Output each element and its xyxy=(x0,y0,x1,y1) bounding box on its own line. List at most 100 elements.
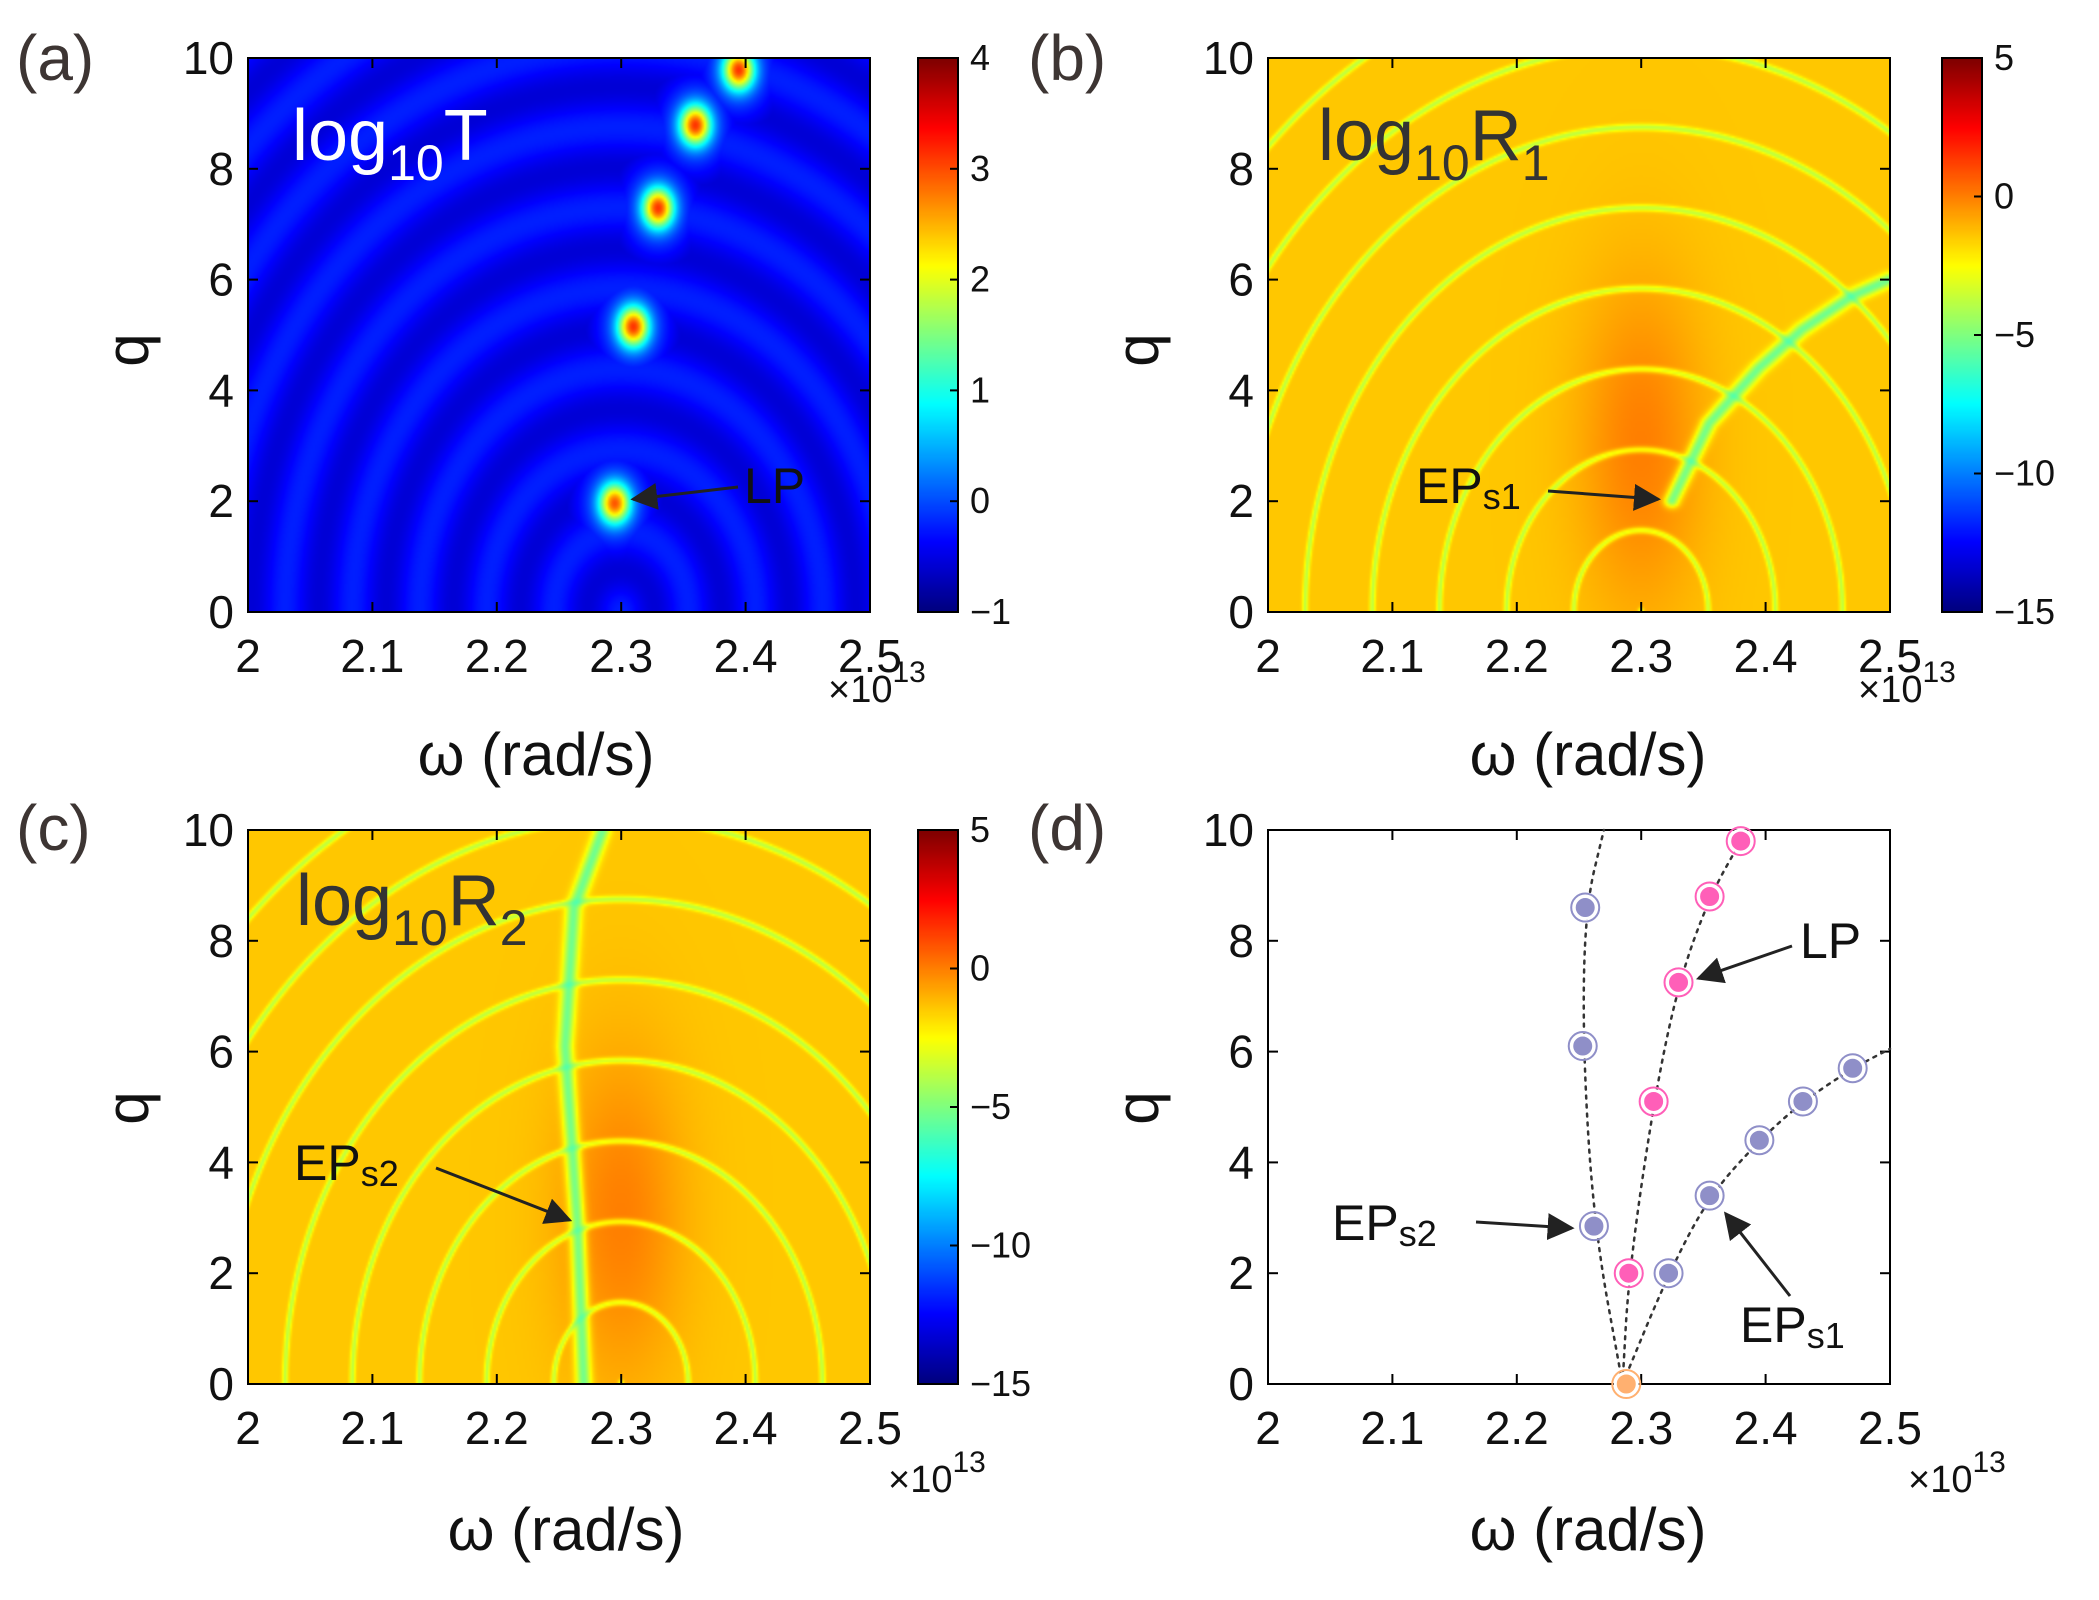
point-ring-lp xyxy=(1613,1258,1644,1289)
xlabel-a: ω (rad/s) xyxy=(418,721,655,788)
point-eps1 xyxy=(1790,1088,1816,1114)
x-tick-label: 2.1 xyxy=(340,1402,404,1454)
point-eps1 xyxy=(1697,1183,1723,1209)
annotation-b-eps1-main: EP xyxy=(1416,458,1483,514)
colorbar-tick-label: 0 xyxy=(1994,176,2014,217)
xlabel-d: ω (rad/s) xyxy=(1470,1496,1707,1563)
inner-label-b: log10R1 xyxy=(1318,96,1550,191)
x-tick-label: 2 xyxy=(1255,630,1281,682)
x-multiplier-b: ×1013 xyxy=(1858,656,1956,711)
x-multiplier-b-base: ×10 xyxy=(1858,669,1922,711)
x-tick-label: 2.3 xyxy=(1609,630,1673,682)
x-tick-label: 2.4 xyxy=(1734,630,1798,682)
inner-label-c-log: log xyxy=(296,861,392,941)
x-tick-label: 2.1 xyxy=(1360,1402,1424,1454)
x-multiplier-c: ×1013 xyxy=(888,1446,986,1501)
dotted-curve-eps2 xyxy=(1582,828,1624,1386)
x-multiplier-b-exp: 13 xyxy=(1922,656,1955,689)
colorbar-tick-label: 3 xyxy=(970,148,990,189)
annotation-c-eps2-main: EP xyxy=(294,1135,361,1191)
x-tick-label: 2.2 xyxy=(1485,630,1549,682)
colorbar-tick-label: 1 xyxy=(970,369,990,410)
point-ring-eps2 xyxy=(1567,1031,1598,1062)
point-eps1 xyxy=(1656,1260,1682,1286)
y-tick-label: 2 xyxy=(208,1247,234,1299)
inner-label-b-sub: 10 xyxy=(1414,135,1470,191)
colorbar-tick-label: −10 xyxy=(1994,453,2055,494)
x-tick-label: 2 xyxy=(235,1402,261,1454)
colorbar-tick-label: 0 xyxy=(970,480,990,521)
x-tick-label: 2.5 xyxy=(838,630,902,682)
dotted-curve-lp xyxy=(1621,828,1749,1386)
eps1-arrow-d xyxy=(1723,1211,1792,1297)
point-origin xyxy=(1613,1371,1639,1397)
inner-label-c-sub: 10 xyxy=(392,900,448,956)
inner-label-c: log10R2 xyxy=(296,861,528,956)
panel-label-b: (b) xyxy=(1028,22,1106,94)
eps1-arrow xyxy=(1547,483,1661,511)
annotation-c-eps2-sub: s2 xyxy=(361,1153,399,1194)
y-tick-label: 6 xyxy=(1228,1026,1254,1078)
y-tick-label: 4 xyxy=(208,364,234,416)
ylabel-b: q xyxy=(1104,333,1171,366)
colorbar-a xyxy=(918,58,958,612)
heatmap-a xyxy=(248,58,870,612)
y-tick-label: 8 xyxy=(1228,143,1254,195)
point-eps1 xyxy=(1840,1055,1866,1081)
y-tick-label: 4 xyxy=(208,1136,234,1188)
annotation-b-eps1-sub: s1 xyxy=(1483,476,1521,517)
point-eps2 xyxy=(1572,895,1598,921)
colorbar-tick-label: −15 xyxy=(1994,591,2055,632)
point-ring-eps1 xyxy=(1744,1125,1775,1156)
colorbar-tick-label: 5 xyxy=(970,809,990,850)
colorbar-frame-a xyxy=(917,57,959,613)
y-tick-label: 8 xyxy=(208,915,234,967)
x-tick-label: 2.1 xyxy=(340,630,404,682)
point-eps2 xyxy=(1570,1033,1596,1059)
y-tick-label: 6 xyxy=(208,254,234,306)
point-ring-eps1 xyxy=(1787,1086,1818,1117)
x-multiplier-c-exp: 13 xyxy=(952,1446,985,1479)
colorbar-tick-label: −5 xyxy=(970,1086,1011,1127)
inner-label-b-log: log xyxy=(1318,96,1414,176)
plot-frame-b xyxy=(1267,57,1891,613)
y-tick-label: 2 xyxy=(1228,475,1254,527)
dotted-curve-eps1 xyxy=(1621,1047,1892,1386)
colorbar-tick-label: −1 xyxy=(970,591,1011,632)
x-tick-label: 2.5 xyxy=(1858,1402,1922,1454)
y-tick-label: 0 xyxy=(1228,1358,1254,1410)
inner-label-a: log10T xyxy=(292,96,488,191)
x-multiplier-d: ×1013 xyxy=(1908,1446,2006,1501)
inner-label-c-suffix-sub: 2 xyxy=(500,900,528,956)
colorbar-tick-label: −5 xyxy=(1994,314,2035,355)
y-tick-label: 0 xyxy=(208,586,234,638)
annotation-d-eps1-sub: s1 xyxy=(1807,1315,1845,1356)
point-eps2 xyxy=(1581,1213,1607,1239)
x-multiplier-d-base: ×10 xyxy=(1908,1459,1972,1501)
scatter-points-d xyxy=(1567,826,1868,1399)
x-multiplier-a-base: ×10 xyxy=(828,669,892,711)
y-tick-label: 10 xyxy=(183,32,234,84)
y-tick-label: 10 xyxy=(183,804,234,856)
annotation-marks-c xyxy=(435,1166,573,1224)
y-tick-label: 0 xyxy=(208,1358,234,1410)
x-tick-label: 2.2 xyxy=(465,630,529,682)
annotation-d-eps2-sub: s2 xyxy=(1399,1213,1437,1254)
colorbar-tick-label: 0 xyxy=(970,948,990,989)
point-ring-lp xyxy=(1638,1086,1669,1117)
x-tick-label: 2.2 xyxy=(465,1402,529,1454)
y-tick-label: 2 xyxy=(1228,1247,1254,1299)
inner-label-b-suffix: R xyxy=(1470,96,1522,176)
heatmap-b xyxy=(1268,58,1890,612)
y-tick-label: 6 xyxy=(1228,254,1254,306)
colorbar-ticks-c: 5 0 −5 −10 −15 xyxy=(950,809,1031,1404)
point-eps1 xyxy=(1746,1127,1772,1153)
panel-label-a: (a) xyxy=(16,22,94,94)
panel-label-d: (d) xyxy=(1028,792,1106,864)
annotation-marks-b xyxy=(1547,483,1661,511)
inner-label-a-suffix: T xyxy=(444,96,488,176)
